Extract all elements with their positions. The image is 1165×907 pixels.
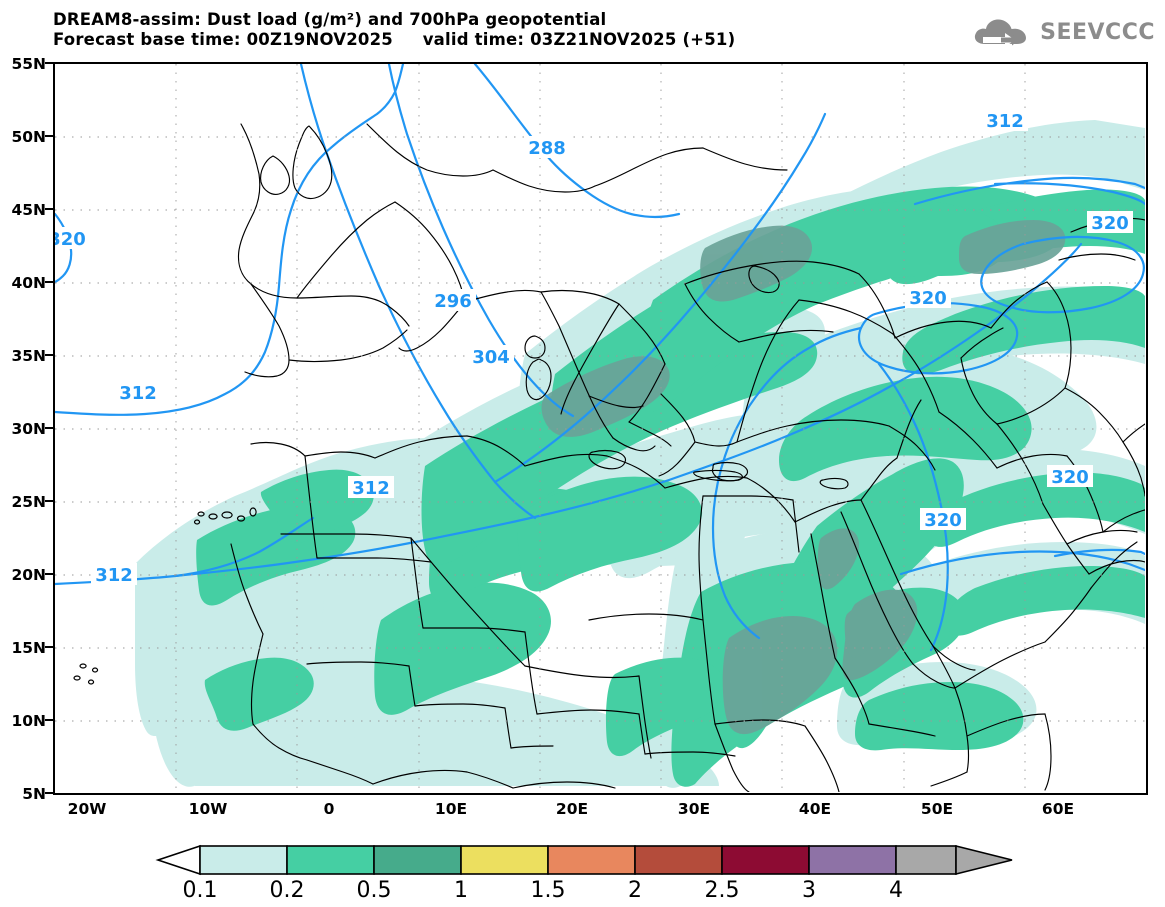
contour-label-304-2: 304 xyxy=(472,347,510,368)
lon-label-30E: 30E xyxy=(677,800,711,818)
lat-label-25N: 25N xyxy=(11,493,46,511)
lat-label-40N: 40N xyxy=(11,274,46,292)
lat-tick-5N xyxy=(45,792,53,794)
contour-label-halo xyxy=(524,136,570,158)
contour-label-320-7: 320 xyxy=(55,229,86,250)
lat-label-10N: 10N xyxy=(11,712,46,730)
colorbar-cell-0.1 xyxy=(199,845,288,875)
lon-label-10W: 10W xyxy=(188,800,228,818)
geopotential-contours xyxy=(55,64,1145,652)
colorbar-label-0.2: 0.2 xyxy=(269,878,305,903)
colorbar-cell-4 xyxy=(895,845,957,875)
lon-label-20W: 20W xyxy=(67,800,107,818)
contour-label-312-5: 312 xyxy=(352,478,390,499)
contour-label-288-0: 288 xyxy=(528,138,566,159)
lon-label-60E: 60E xyxy=(1041,800,1075,818)
colorbar-label-0.1: 0.1 xyxy=(182,878,218,903)
colorbar-label-3: 3 xyxy=(802,878,816,903)
contour-label-halo xyxy=(55,227,90,249)
lon-label-40E: 40E xyxy=(798,800,832,818)
contour-label-312-4: 312 xyxy=(95,565,133,586)
contour-label-halo xyxy=(91,563,137,585)
colorbar-swatches xyxy=(155,844,1013,876)
lat-tick-30N xyxy=(45,427,53,429)
lat-tick-10N xyxy=(45,719,53,721)
map-gridlines xyxy=(55,64,1145,792)
coastlines-and-borders xyxy=(73,123,1145,792)
colorbar-label-0.5: 0.5 xyxy=(356,878,392,903)
contour-label-312-6: 312 xyxy=(986,111,1024,132)
map-plot-area[interactable]: 288 296 304 312 312 312 312 320 320 320 320 320 xyxy=(53,62,1148,795)
colorbar-label-1.5: 1.5 xyxy=(530,878,566,903)
contour-label-320-11: 320 xyxy=(924,510,962,531)
contour-label-halo xyxy=(1087,211,1133,233)
contour-label-halo xyxy=(468,345,514,367)
lat-tick-50N xyxy=(45,135,53,137)
contour-label-312-3: 312 xyxy=(119,383,157,404)
lat-tick-25N xyxy=(45,500,53,502)
colorbar-label-2.5: 2.5 xyxy=(704,878,740,903)
lon-label-50E: 50E xyxy=(920,800,954,818)
lat-tick-45N xyxy=(45,208,53,210)
lat-label-45N: 45N xyxy=(11,201,46,219)
lat-label-55N: 55N xyxy=(11,55,46,73)
lon-label-0: 0 xyxy=(323,800,335,818)
contour-label-halo xyxy=(115,381,161,403)
colorbar[interactable]: 0.1 0.2 0.5 1 1.5 2 2.5 3 4 xyxy=(0,840,1165,907)
contour-label-halo xyxy=(430,289,476,311)
colorbar-under-arrow xyxy=(155,844,201,876)
contour-label-halo xyxy=(905,286,951,308)
colorbar-cell-0.2 xyxy=(286,845,375,875)
colorbar-cell-1 xyxy=(460,845,549,875)
lat-tick-15N xyxy=(45,646,53,648)
lon-label-20E: 20E xyxy=(555,800,589,818)
colorbar-cell-3 xyxy=(808,845,897,875)
contour-label-group: 288 296 304 312 312 312 312 320 320 320 320 320 xyxy=(55,109,1133,586)
lon-label-10E: 10E xyxy=(434,800,468,818)
contour-label-halo xyxy=(982,109,1028,131)
contour-label-halo xyxy=(920,508,966,530)
contour-label-320-9: 320 xyxy=(909,288,947,309)
lat-label-35N: 35N xyxy=(11,347,46,365)
lat-label-30N: 30N xyxy=(11,420,46,438)
title-line-2: Forecast base time: 00Z19NOV2025 valid t… xyxy=(53,30,736,49)
contour-label-296-1: 296 xyxy=(434,291,472,312)
contour-label-320-8: 320 xyxy=(1091,213,1129,234)
lat-tick-20N xyxy=(45,573,53,575)
lat-label-20N: 20N xyxy=(11,566,46,584)
colorbar-cell-0.5 xyxy=(373,845,462,875)
contour-label-halo xyxy=(1047,465,1093,487)
logo-text: SEEVCCC xyxy=(1040,19,1155,45)
title-line-1: DREAM8-assim: Dust load (g/m²) and 700hP… xyxy=(53,10,607,29)
contour-label-halo xyxy=(348,476,394,498)
colorbar-label-2: 2 xyxy=(628,878,642,903)
cloud-arrow-icon xyxy=(975,19,1027,47)
seevccc-logo: SEEVCCC xyxy=(971,14,1155,50)
colorbar-label-4: 4 xyxy=(889,878,903,903)
colorbar-cell-2.5 xyxy=(721,845,810,875)
lat-label-15N: 15N xyxy=(11,639,46,657)
colorbar-cell-1.5 xyxy=(547,845,636,875)
lat-tick-35N xyxy=(45,354,53,356)
title-block: DREAM8-assim: Dust load (g/m²) and 700hP… xyxy=(53,10,773,50)
colorbar-cell-2 xyxy=(634,845,723,875)
lat-label-5N: 5N xyxy=(22,785,46,803)
colorbar-over-arrow xyxy=(955,844,1013,876)
map-canvas: 288 296 304 312 312 312 312 320 320 320 320 320 xyxy=(55,64,1145,792)
lat-tick-40N xyxy=(45,281,53,283)
colorbar-label-1: 1 xyxy=(454,878,468,903)
contour-label-320-10: 320 xyxy=(1051,467,1089,488)
lat-tick-55N xyxy=(45,62,53,64)
lat-label-50N: 50N xyxy=(11,128,46,146)
